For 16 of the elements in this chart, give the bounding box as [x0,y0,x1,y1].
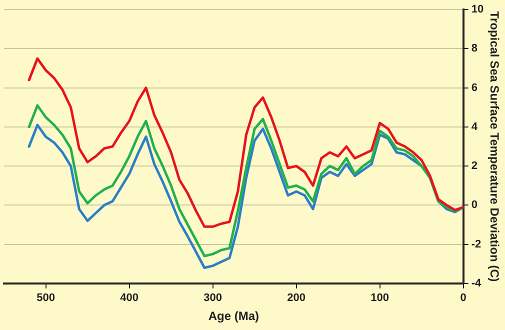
x-tick-label: 0 [460,292,466,304]
y-tick-label: 10 [471,4,484,16]
y-tick-label: 8 [471,42,478,55]
y-tick-label: 6 [471,82,478,94]
x-tick-label: 300 [204,292,222,304]
x-tick-label: 500 [36,292,55,304]
y-tick-label: 0 [471,199,478,212]
x-tick-label: 200 [287,292,306,304]
y-tick-label: 2 [471,160,478,172]
y-tick-label: -2 [471,238,482,250]
x-tick-label: 100 [370,292,390,304]
y-tick-label: 4 [471,120,478,133]
y-tick-label: -4 [471,277,482,290]
x-tick-label: 400 [120,292,138,304]
x-axis-title: Age (Ma) [208,309,260,324]
y-axis-title: Tropical Sea Surface Temperature Deviation (C) [487,11,502,282]
